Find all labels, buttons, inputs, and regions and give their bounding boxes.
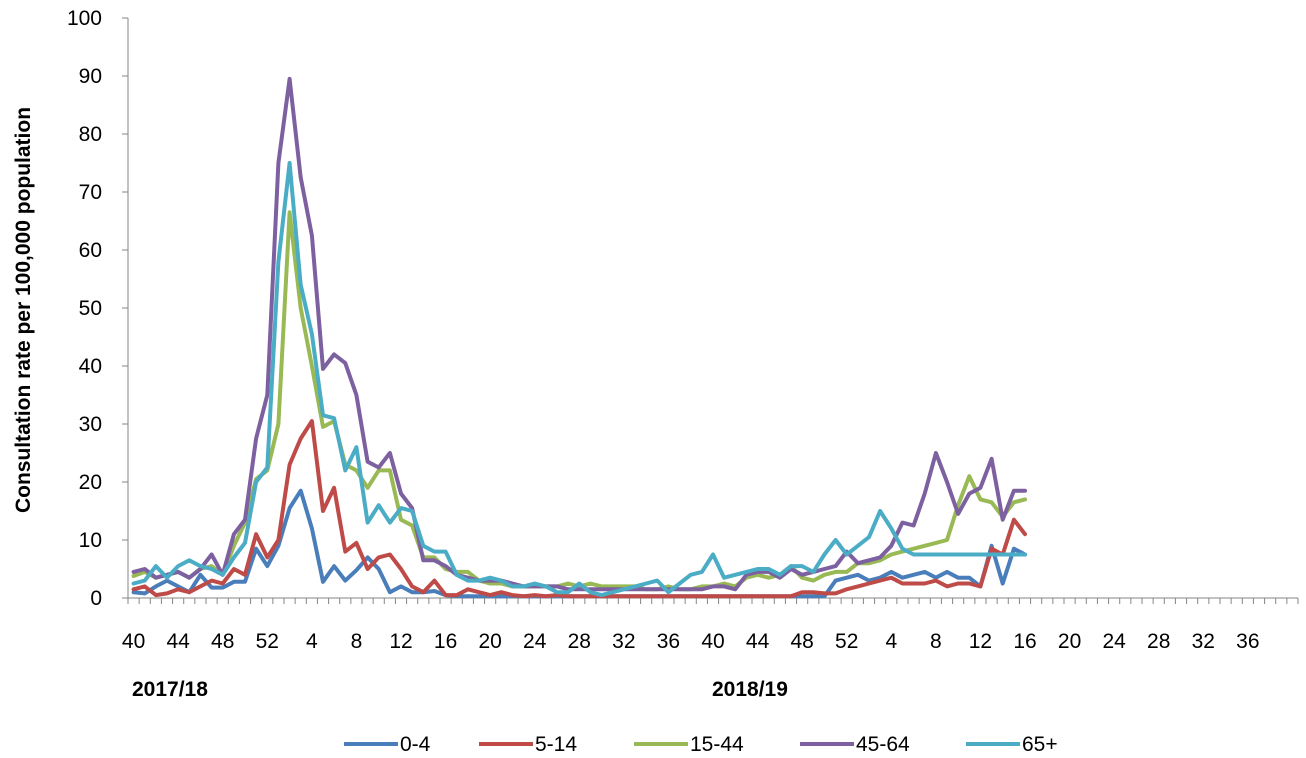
x-tick-label: 44 xyxy=(166,630,190,653)
x-tick-label: 24 xyxy=(523,630,547,653)
x-tick-label: 52 xyxy=(256,630,279,653)
legend-label-5-14: 5-14 xyxy=(535,733,577,756)
y-tick-label: 60 xyxy=(79,239,102,262)
x-tick-label: 8 xyxy=(930,630,942,653)
x-tick-label: 40 xyxy=(701,630,724,653)
y-tick-label: 50 xyxy=(79,297,102,320)
y-tick-label: 80 xyxy=(79,123,102,146)
y-axis: 0 10 20 30 40 50 60 70 80 90 100 xyxy=(67,7,129,610)
x-tick-label: 28 xyxy=(1147,630,1170,653)
series-line-45-64 xyxy=(131,76,1027,592)
legend-label-15-44: 15-44 xyxy=(690,733,744,756)
x-tick-label: 52 xyxy=(835,630,858,653)
legend: 0-4 5-14 15-44 45-64 65+ xyxy=(344,733,1058,756)
x-tick-label: 36 xyxy=(657,630,680,653)
season-label-2018-19: 2018/19 xyxy=(712,678,788,701)
series-layer xyxy=(131,76,1027,599)
y-tick-label: 10 xyxy=(79,529,102,552)
x-tick-label: 20 xyxy=(1058,630,1081,653)
x-tick-label: 24 xyxy=(1102,630,1126,653)
series-line-65+ xyxy=(131,161,1027,598)
x-tick-label: 44 xyxy=(746,630,770,653)
x-tick-label: 48 xyxy=(790,630,813,653)
season-label-2017-18: 2017/18 xyxy=(132,678,208,701)
x-tick-label: 16 xyxy=(1013,630,1036,653)
x-tick-label: 40 xyxy=(122,630,145,653)
x-tick-label: 48 xyxy=(211,630,234,653)
y-tick-label: 30 xyxy=(79,413,102,436)
legend-label-65+: 65+ xyxy=(1022,733,1058,756)
x-tick-label: 36 xyxy=(1236,630,1259,653)
x-tick-label: 16 xyxy=(434,630,457,653)
x-axis: 40 44 48 52 4 8 12 16 20 24 28 32 36 40 44 48 52 4 8 12 16 20… xyxy=(122,597,1299,653)
x-tick-label: 20 xyxy=(478,630,501,653)
legend-label-0-4: 0-4 xyxy=(400,733,431,756)
y-tick-label: 40 xyxy=(79,355,102,378)
x-tick-label: 12 xyxy=(389,630,412,653)
x-tick-label: 4 xyxy=(885,630,897,653)
y-tick-label: 100 xyxy=(67,7,102,30)
x-tick-label: 32 xyxy=(1192,630,1215,653)
x-tick-label: 4 xyxy=(306,630,318,653)
y-tick-label: 70 xyxy=(79,181,102,204)
y-tick-label: 20 xyxy=(79,471,102,494)
x-tick-label: 8 xyxy=(351,630,363,653)
series-line-5-14 xyxy=(131,419,1027,599)
x-tick-label: 12 xyxy=(969,630,992,653)
y-tick-label: 0 xyxy=(90,587,102,610)
legend-label-45-64: 45-64 xyxy=(856,733,910,756)
y-axis-title: Consultation rate per 100,000 population xyxy=(12,107,35,513)
x-tick-label: 32 xyxy=(612,630,635,653)
y-tick-label: 90 xyxy=(79,65,102,88)
x-tick-label: 28 xyxy=(568,630,591,653)
series-line-15-44 xyxy=(131,210,1027,592)
